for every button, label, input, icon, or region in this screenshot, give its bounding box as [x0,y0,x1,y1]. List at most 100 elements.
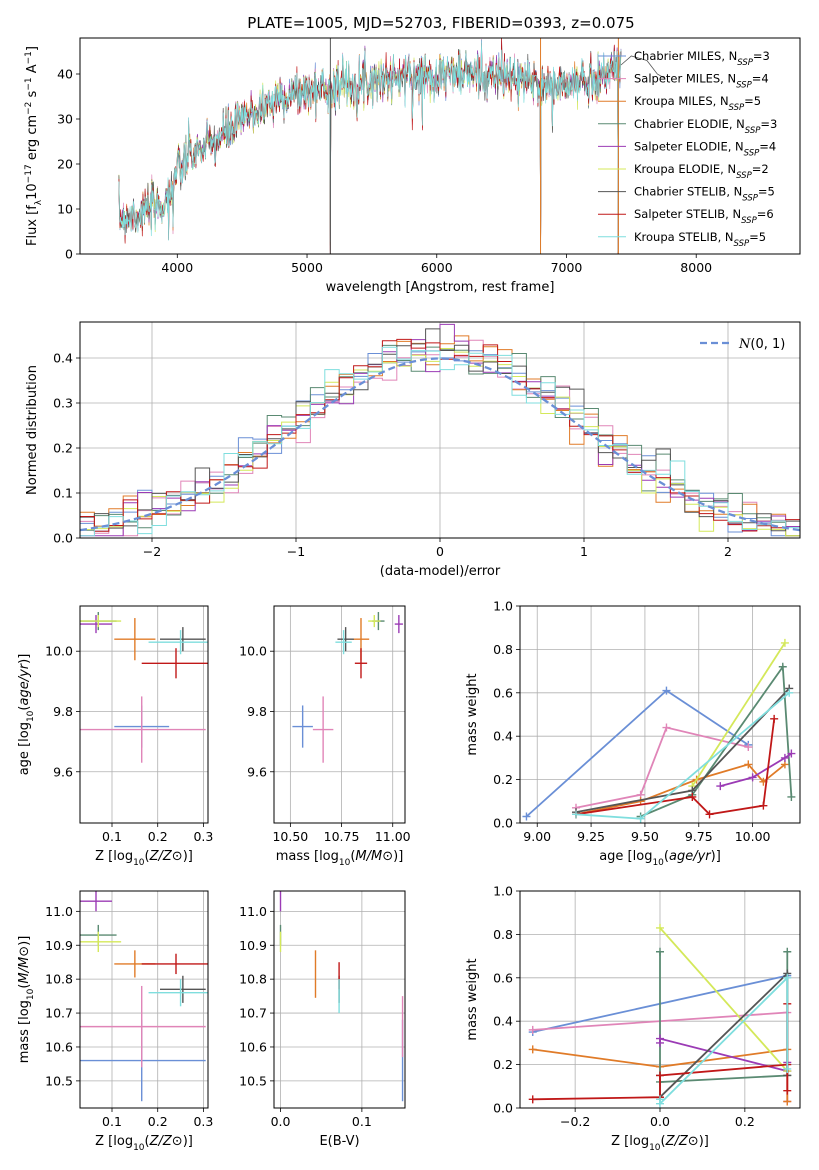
y-tick-label: 0.8 [493,927,513,942]
y-tick-label: 10.6 [45,1039,73,1054]
x-tick-label: 7000 [551,260,583,275]
errorbar-point [80,891,112,912]
errorbar-point [354,648,368,679]
axes-frame [79,605,209,824]
weight-marker [716,782,725,791]
x-tick-label: 1 [580,544,588,559]
x-tick-label: 0.1 [102,1114,122,1129]
errorbar-point [114,618,156,661]
x-axis-label: age [log10(age/yr)] [599,849,721,868]
errorbar-point [312,696,334,763]
y-axis-label: age [log10(age/yr)] [17,654,36,776]
legend-label: Kroupa ELODIE, NSSP=2 [634,162,769,181]
weight-series [656,973,792,1108]
mass_age-plot-area [292,612,403,763]
y-tick-label: 0.4 [493,1014,513,1029]
weight-line [575,687,790,813]
weight-series [636,662,796,821]
y-tick-label: 0.4 [53,351,73,366]
x-tick-label: 10.75 [324,829,360,844]
weight-marker [759,801,768,810]
errorbar-point [292,705,313,748]
weight-marker [522,812,531,821]
y-axis-label: Flux [fλ10−17 erg cm−2 s−1 A−1] [24,46,44,246]
errorbar-point [337,627,354,652]
x-tick-label: 0.3 [193,829,213,844]
axes-frame [273,605,406,824]
y-tick-label: 0.0 [53,531,73,546]
weight-marker [656,923,664,932]
weight-line [659,975,789,1106]
y-tick-label: 1.0 [493,884,513,899]
y-tick-label: 10.7 [239,1006,267,1021]
Z_weight-panel: −0.2 0.0 0.2 0.0 0.2 0.4 0.6 0.8 1.0 Z [log10(Z/Z… [465,884,801,1153]
x-tick-label: 0.1 [102,829,122,844]
x-tick-label: 9.00 [523,829,551,844]
EBV_mass-plot-area [279,891,404,1102]
x-tick-label: 9.75 [685,829,713,844]
legend-label: Kroupa STELIB, NSSP=5 [634,230,766,249]
x-tick-label: 8000 [680,260,712,275]
axes-frame [519,605,801,824]
y-tick-label: 30 [57,112,73,127]
y-tick-label: 0.2 [493,1057,513,1072]
weight-marker [656,947,664,956]
spectrum-line [118,38,622,254]
x-tick-label: 9.50 [631,829,659,844]
weight-line [640,664,793,818]
spectrum-plot-area [118,38,666,254]
weight-marker [787,749,796,758]
x-tick-label: 0.2 [148,829,168,844]
y-tick-label: 40 [57,67,73,82]
weight-marker [636,814,645,823]
weight-line [575,726,749,809]
weight-marker [770,714,779,723]
y-axis-label: mass weight [465,673,480,755]
x-tick-label: 0.2 [148,1114,168,1129]
y-tick-label: 10.5 [45,1073,73,1088]
Z_age-panel: 0.1 0.2 0.3 9.6 9.8 10.0 Z [log10(Z/Z⊙)] age [l… [17,605,213,868]
x-tick-label: −1 [287,544,305,559]
weight-marker [783,973,792,982]
weight-marker [662,723,671,732]
mass_age-panel: 10.50 10.75 11.00 9.6 9.8 10.0 mass [log10(M/M… [239,605,411,868]
errorbar-point [160,975,206,1003]
weight-marker [783,1086,792,1095]
x-tick-label: 10.50 [272,829,308,844]
y-tick-label: 0.6 [493,970,513,985]
x-tick-label: 5000 [291,260,323,275]
weight-line [525,689,749,818]
weight-line [659,927,788,1072]
y-tick-label: 9.8 [247,704,267,719]
Z_weight-plot-area [528,923,792,1108]
figure-title: PLATE=1005, MJD=52703, FIBERID=0393, z=0… [247,14,634,32]
residuals-panel: −2 −1 0 1 2 0.0 0.1 0.2 0.3 0.4 (data-model)/error… [25,321,801,579]
errorbar-point [335,630,352,655]
Z_mass-plot-area [80,891,208,1102]
y-tick-label: 10.0 [45,644,73,659]
residuals-plot-area [80,323,800,538]
axes-frame [79,890,209,1109]
axes-frame [273,890,406,1109]
errorbar-point [141,648,208,679]
x-tick-label: 0.3 [193,1114,213,1129]
y-tick-label: 0.8 [493,642,513,657]
y-tick-label: 0 [65,247,73,262]
errorbar-point [148,630,208,655]
y-tick-label: 10.8 [239,972,267,987]
x-axis-label: wavelength [Angstrom, rest frame] [326,280,555,295]
y-tick-label: 10.9 [239,938,267,953]
weight-marker [785,688,794,697]
axes-frame [79,37,801,255]
errorbar-point [80,931,122,953]
spectrum-panel: 4000 5000 6000 7000 8000 0 10 20 30 40 wavelength … [24,37,801,295]
x-tick-label: 2 [724,544,732,559]
Z_mass-panel: 0.1 0.2 0.3 10.5 10.6 10.7 10.8 10.9 11.0 Z [log1… [17,890,213,1153]
EBV_mass-panel: 0.0 0.1 10.5 10.6 10.7 10.8 10.9 11.0 E(B-V) [239,890,406,1149]
errorbar-point [80,985,206,1068]
legend-label: Kroupa MILES, NSSP=5 [634,94,761,113]
x-tick-label: 0 [436,544,444,559]
x-axis-label: Z [log10(Z/Z⊙)] [611,1134,709,1153]
y-tick-label: 10.8 [45,972,73,987]
